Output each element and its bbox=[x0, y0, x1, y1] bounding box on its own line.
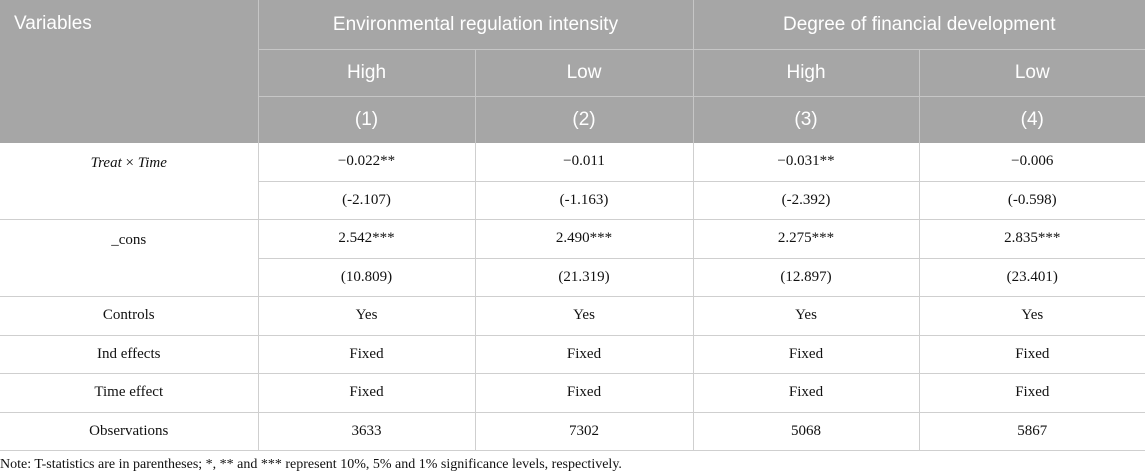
time-effect-value-4: Fixed bbox=[919, 373, 1145, 413]
time-effect-value-3: Fixed bbox=[693, 373, 920, 413]
table-row: Controls Yes Yes Yes Yes bbox=[0, 296, 1145, 336]
cons-coef-2: 2.490*** bbox=[475, 219, 694, 259]
col-number-3: (3) bbox=[693, 96, 920, 143]
subheader-high-3: High bbox=[693, 49, 920, 97]
ind-effects-value-3: Fixed bbox=[693, 335, 920, 374]
time-effect-value-2: Fixed bbox=[475, 373, 694, 413]
controls-value-2: Yes bbox=[475, 296, 694, 336]
cons-tstat-3: (12.897) bbox=[693, 258, 920, 297]
treat-tstat-1: (-2.107) bbox=[258, 181, 476, 220]
table-row: _cons 2.542*** 2.490*** 2.275*** 2.835**… bbox=[0, 219, 1145, 297]
controls-value-1: Yes bbox=[258, 296, 476, 336]
table-row: Ind effects Fixed Fixed Fixed Fixed bbox=[0, 335, 1145, 374]
observations-value-1: 3633 bbox=[258, 412, 476, 451]
table-note: Note: T-statistics are in parentheses; *… bbox=[0, 457, 622, 472]
table-row: Treat × Time −0.022** −0.011 −0.031** −0… bbox=[0, 143, 1145, 220]
treat-tstat-4: (-0.598) bbox=[919, 181, 1145, 220]
ind-effects-value-4: Fixed bbox=[919, 335, 1145, 374]
controls-value-3: Yes bbox=[693, 296, 920, 336]
treat-time-label: Treat × Time bbox=[0, 143, 259, 220]
cons-coef-3: 2.275*** bbox=[693, 219, 920, 259]
col-number-1: (1) bbox=[258, 96, 476, 143]
ind-effects-value-2: Fixed bbox=[475, 335, 694, 374]
times-sign: × bbox=[121, 155, 138, 171]
cons-label: _cons bbox=[0, 219, 259, 297]
time-label: Time bbox=[137, 155, 167, 171]
cons-tstat-1: (10.809) bbox=[258, 258, 476, 297]
table-row: Time effect Fixed Fixed Fixed Fixed bbox=[0, 373, 1145, 413]
treat-tstat-2: (-1.163) bbox=[475, 181, 694, 220]
treat-coef-3: −0.031** bbox=[693, 143, 920, 182]
observations-value-3: 5068 bbox=[693, 412, 920, 451]
cons-coef-4: 2.835*** bbox=[919, 219, 1145, 259]
cons-tstat-2: (21.319) bbox=[475, 258, 694, 297]
table-row: (10.809) (21.319) (12.897) (23.401) bbox=[0, 258, 1145, 297]
table-body: Treat × Time −0.022** −0.011 −0.031** −0… bbox=[0, 143, 1145, 451]
variables-header: Variables bbox=[0, 0, 259, 143]
ind-effects-value-1: Fixed bbox=[258, 335, 476, 374]
controls-label: Controls bbox=[0, 296, 259, 336]
col-number-4: (4) bbox=[919, 96, 1145, 143]
observations-value-2: 7302 bbox=[475, 412, 694, 451]
cons-coef-1: 2.542*** bbox=[258, 219, 476, 259]
treat-label: Treat bbox=[90, 155, 122, 171]
table-row: (-2.107) (-1.163) (-2.392) (-0.598) bbox=[0, 181, 1145, 220]
treat-tstat-3: (-2.392) bbox=[693, 181, 920, 220]
observations-value-4: 5867 bbox=[919, 412, 1145, 451]
table-row: Observations 3633 7302 5068 5867 bbox=[0, 412, 1145, 451]
regression-table: Variables Environmental regulation inten… bbox=[0, 0, 1145, 451]
ind-effects-label: Ind effects bbox=[0, 335, 259, 374]
time-effect-value-1: Fixed bbox=[258, 373, 476, 413]
subheader-low-2: Low bbox=[475, 49, 694, 97]
time-effect-label: Time effect bbox=[0, 373, 259, 413]
table-header: Variables Environmental regulation inten… bbox=[0, 0, 1145, 143]
env-regulation-header: Environmental regulation intensity bbox=[258, 0, 694, 50]
treat-coef-2: −0.011 bbox=[475, 143, 694, 182]
subheader-high-1: High bbox=[258, 49, 476, 97]
treat-coef-4: −0.006 bbox=[919, 143, 1145, 182]
col-number-2: (2) bbox=[475, 96, 694, 143]
financial-development-header: Degree of financial development bbox=[693, 0, 1145, 50]
observations-label: Observations bbox=[0, 412, 259, 451]
treat-coef-1: −0.022** bbox=[258, 143, 476, 182]
subheader-low-4: Low bbox=[919, 49, 1145, 97]
cons-tstat-4: (23.401) bbox=[919, 258, 1145, 297]
controls-value-4: Yes bbox=[919, 296, 1145, 336]
